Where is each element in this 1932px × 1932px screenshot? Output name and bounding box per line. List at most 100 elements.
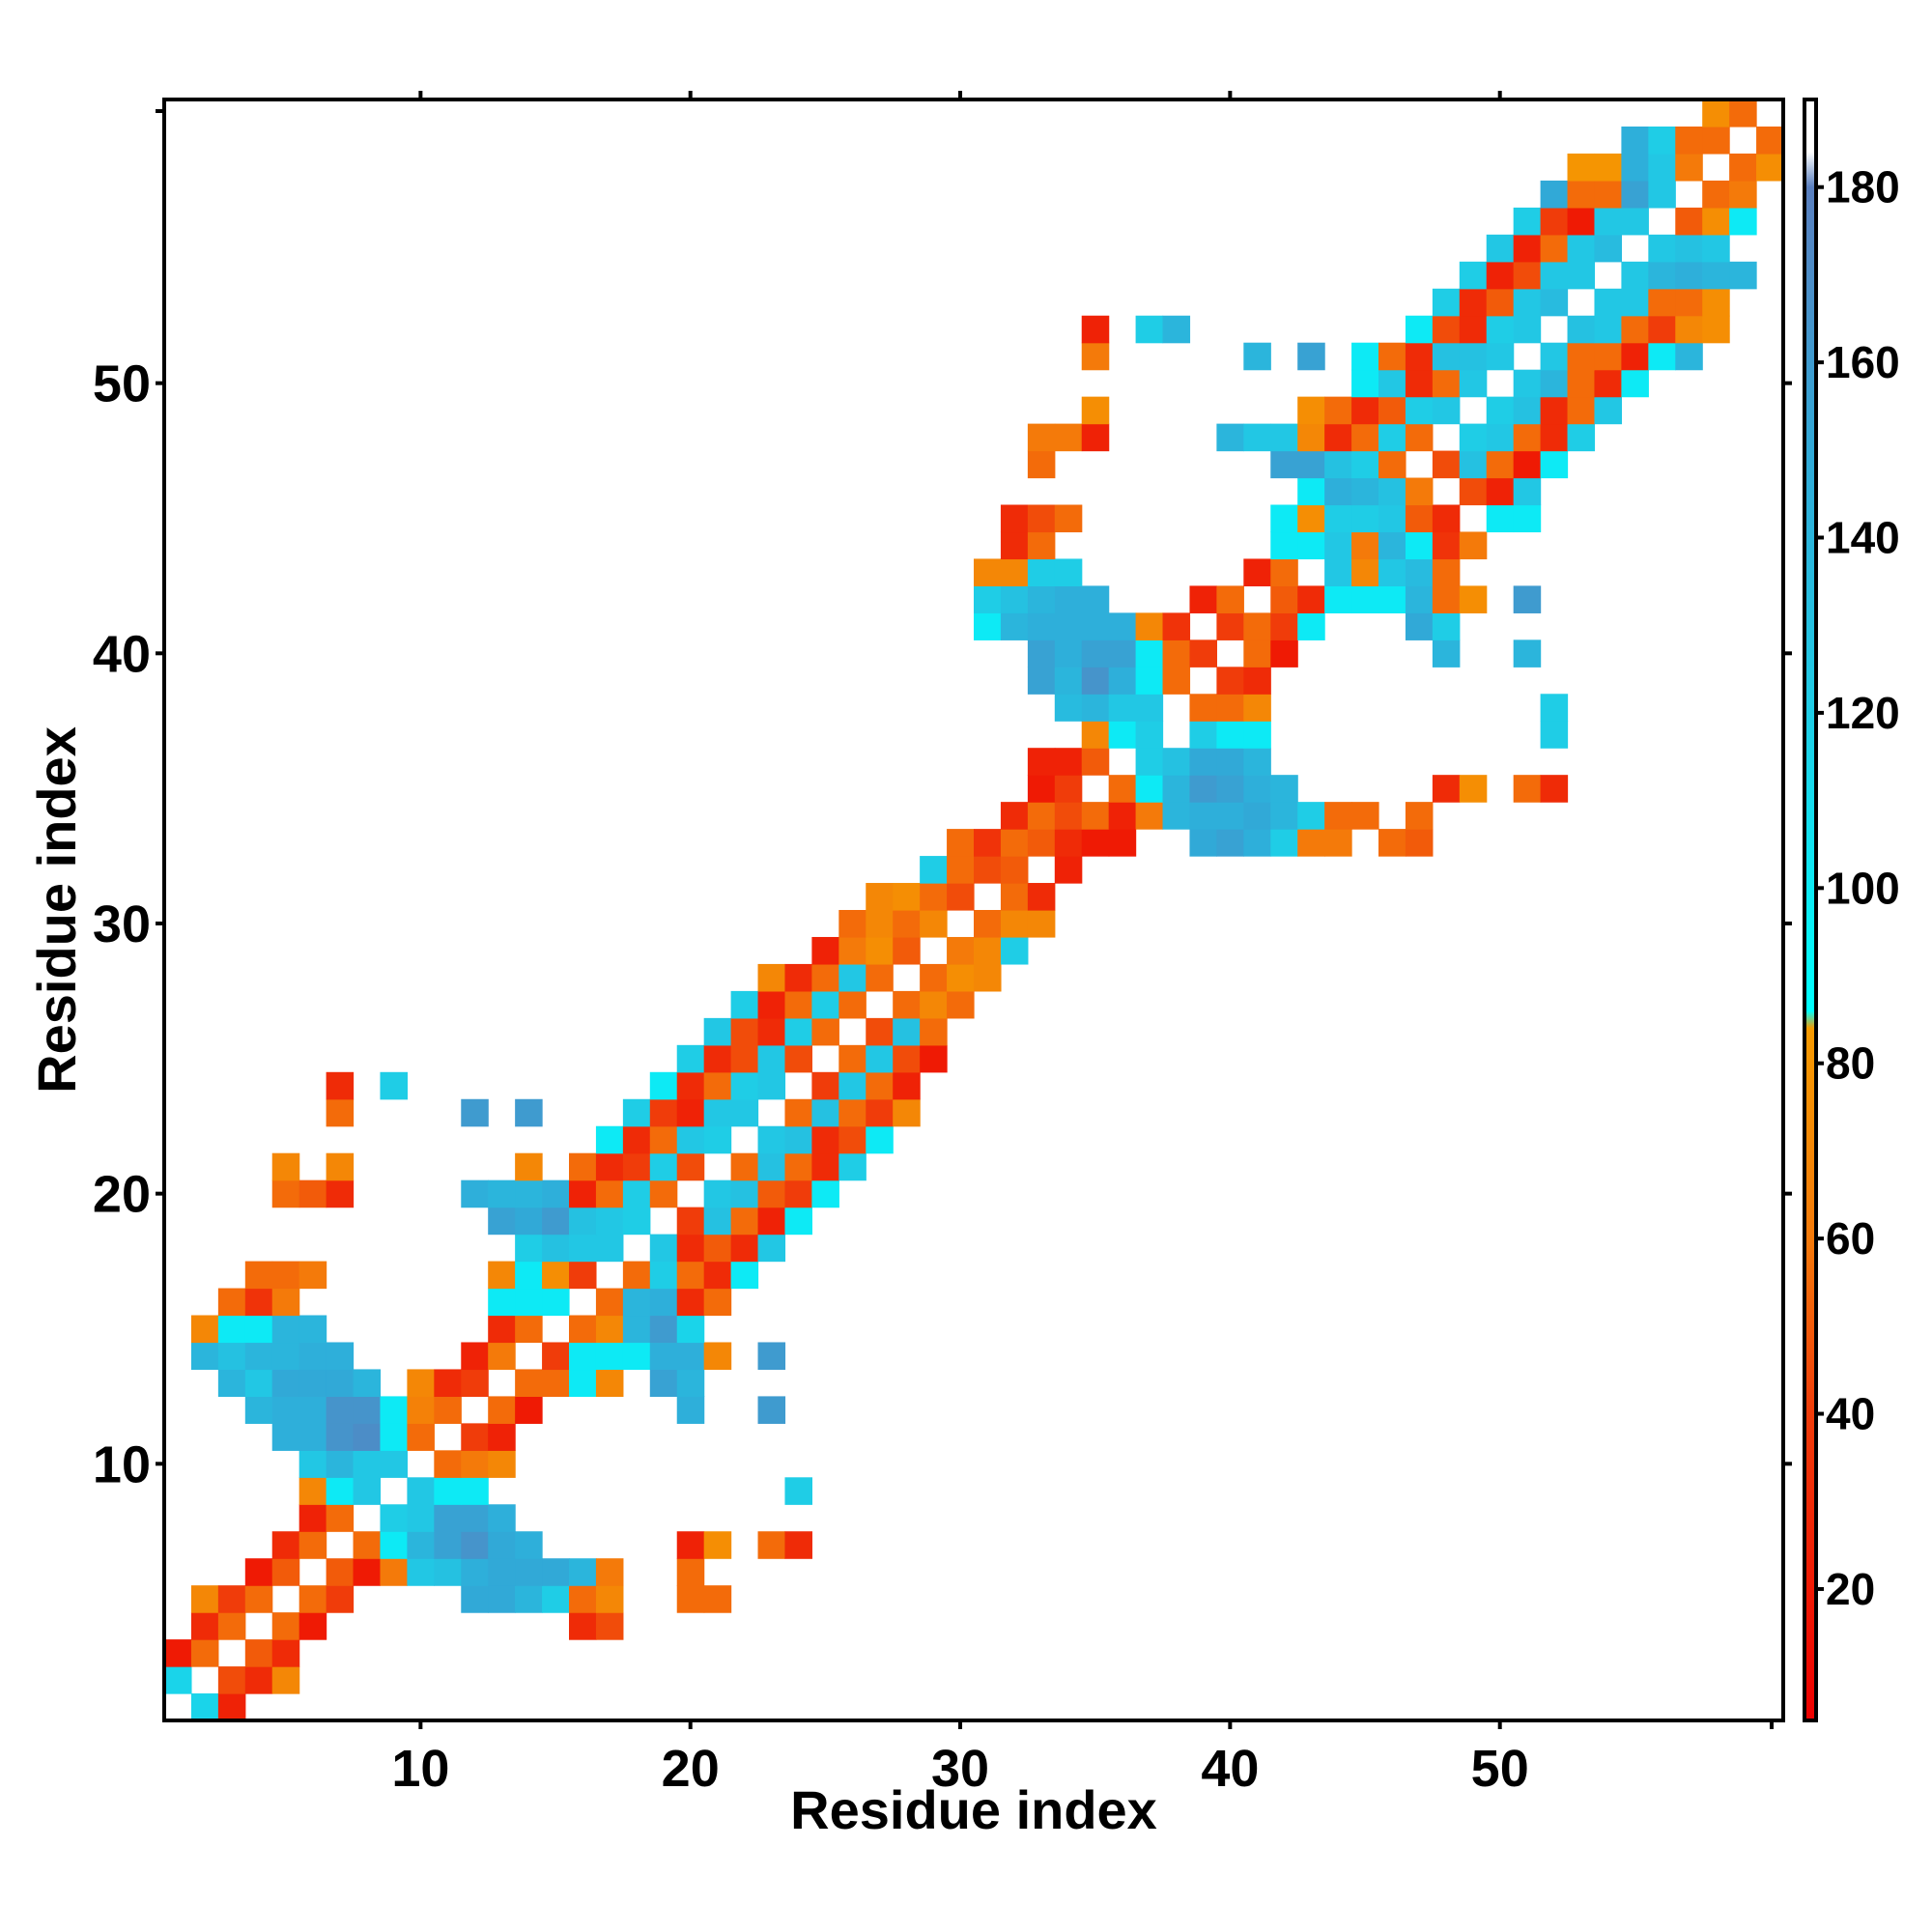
heatmap-cell — [542, 1261, 570, 1290]
heatmap-cell — [1351, 585, 1379, 613]
heatmap-cell — [244, 1261, 273, 1290]
y-tick-label: 10 — [93, 1435, 151, 1493]
heatmap-cell — [298, 1450, 327, 1478]
heatmap-cell — [542, 1342, 570, 1371]
heatmap-cell — [244, 1396, 273, 1424]
heatmap-cell — [326, 1342, 355, 1371]
heatmap-cell — [1567, 342, 1596, 371]
heatmap-cell — [434, 1504, 462, 1532]
heatmap-cell — [811, 1125, 839, 1154]
heatmap-cell — [1135, 315, 1164, 344]
heatmap-cell — [1189, 694, 1217, 722]
heatmap-cell — [1135, 667, 1164, 695]
heatmap-cell — [866, 963, 894, 992]
heatmap-cell — [1000, 910, 1029, 938]
heatmap-cell — [1027, 423, 1056, 452]
heatmap-cell — [1648, 261, 1676, 290]
heatmap-cell — [1324, 423, 1352, 452]
colorbar-tick-label: 20 — [1826, 1564, 1875, 1614]
heatmap-cell — [866, 1098, 894, 1127]
heatmap-cell — [488, 1261, 516, 1290]
heatmap-cell — [1270, 504, 1298, 533]
heatmap-cell — [1702, 207, 1730, 236]
heatmap-cell — [1189, 585, 1217, 613]
heatmap-cell — [217, 1585, 246, 1613]
heatmap-cell — [1351, 531, 1379, 560]
heatmap-cell — [974, 963, 1002, 992]
heatmap-cell — [1189, 721, 1217, 749]
heatmap-cell — [515, 1585, 543, 1613]
heatmap-cell — [1324, 585, 1352, 613]
heatmap-cell — [1216, 829, 1244, 857]
heatmap-cell — [1243, 342, 1271, 371]
heatmap-cell — [757, 1396, 786, 1424]
heatmap-cell — [380, 1531, 408, 1559]
heatmap-cell — [1297, 477, 1325, 506]
heatmap-cell — [1081, 829, 1110, 857]
heatmap-cell — [622, 1179, 651, 1208]
heatmap-cells — [164, 99, 1784, 1721]
heatmap-cell — [974, 612, 1002, 640]
heatmap-cell — [1405, 531, 1434, 560]
heatmap-cell — [1135, 802, 1164, 830]
y-tick-label: 30 — [93, 895, 151, 953]
heatmap-cell — [1756, 126, 1784, 155]
heatmap-cell — [811, 1098, 839, 1127]
heatmap-cell — [461, 1369, 489, 1397]
heatmap-cell — [649, 1071, 678, 1100]
heatmap-cell — [1567, 369, 1596, 398]
heatmap-cell — [407, 1396, 435, 1424]
heatmap-cell — [1108, 667, 1137, 695]
heatmap-cell — [838, 990, 867, 1019]
heatmap-cell — [676, 1098, 705, 1127]
heatmap-cell — [515, 1098, 543, 1127]
heatmap-cell — [757, 1207, 786, 1236]
heatmap-cell — [595, 1369, 624, 1397]
heatmap-cell — [1486, 423, 1515, 452]
heatmap-cell — [676, 1288, 705, 1317]
heatmap-cell — [1297, 802, 1325, 830]
heatmap-cell — [244, 1342, 273, 1371]
heatmap-cell — [190, 1639, 219, 1667]
heatmap-cell — [920, 1044, 948, 1073]
heatmap-cell — [1297, 504, 1325, 533]
heatmap-cell — [1648, 126, 1676, 155]
heatmap-cell — [1513, 207, 1542, 236]
heatmap-cell — [757, 1125, 786, 1154]
heatmap-cell — [974, 936, 1002, 965]
heatmap-cell — [326, 1098, 355, 1127]
heatmap-cell — [1405, 802, 1434, 830]
heatmap-cell — [649, 1098, 678, 1127]
heatmap-cell — [947, 829, 975, 857]
heatmap-cell — [947, 936, 975, 965]
heatmap-cell — [244, 1639, 273, 1667]
heatmap-cell — [947, 883, 975, 911]
heatmap-cell — [434, 1531, 462, 1559]
heatmap-cell — [1270, 829, 1298, 857]
heatmap-cell — [1135, 748, 1164, 776]
heatmap-cell — [838, 1152, 867, 1181]
heatmap-cell — [542, 1288, 570, 1317]
heatmap-cell — [1432, 639, 1461, 668]
heatmap-cell — [784, 990, 812, 1019]
heatmap-cell — [1108, 802, 1137, 830]
heatmap-cell — [461, 1450, 489, 1478]
heatmap-cell — [1378, 504, 1406, 533]
heatmap-cell — [164, 1639, 192, 1667]
heatmap-cell — [757, 1179, 786, 1208]
heatmap-cell — [866, 1071, 894, 1100]
heatmap-cell — [1081, 585, 1110, 613]
heatmap-cell — [1270, 558, 1298, 586]
heatmap-cell — [488, 1450, 516, 1478]
heatmap-cell — [1054, 667, 1083, 695]
heatmap-cell — [1297, 585, 1325, 613]
colorbar — [1803, 98, 1818, 1722]
heatmap-cell — [1081, 612, 1110, 640]
heatmap-cell — [730, 1044, 759, 1073]
heatmap-cell — [649, 1288, 678, 1317]
heatmap-cell — [488, 1315, 516, 1344]
heatmap-cell — [866, 883, 894, 911]
heatmap-cell — [271, 1179, 300, 1208]
heatmap-cell — [542, 1207, 570, 1236]
heatmap-cell — [1108, 639, 1137, 668]
